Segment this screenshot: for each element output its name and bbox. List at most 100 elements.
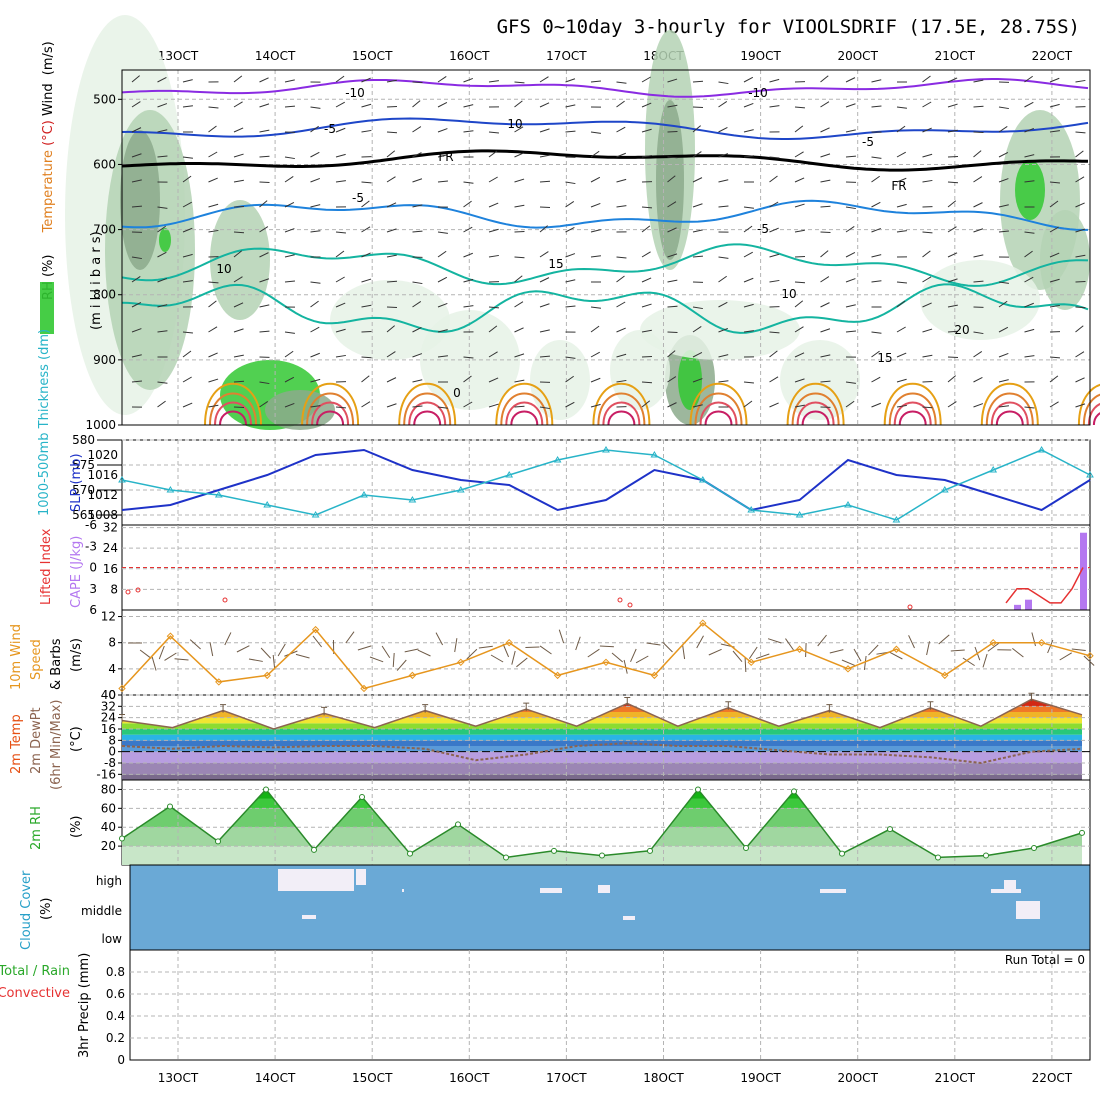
top-date-axis: 13OCT14OCT15OCT16OCT17OCT18OCT19OCT20OCT… — [158, 49, 1073, 63]
wind-barb — [463, 77, 474, 83]
wind-barb — [590, 80, 601, 83]
wind-barb — [514, 327, 524, 333]
clear-sky-area — [1004, 880, 1016, 892]
wind-barb — [284, 79, 295, 83]
bottom-date-label: 18OCT — [643, 1071, 684, 1085]
wind-barb — [896, 230, 907, 233]
wind-barb — [667, 376, 677, 383]
wind-barb — [361, 356, 372, 359]
slp-point — [166, 486, 175, 493]
top-date-label: 15OCT — [352, 49, 393, 63]
rh-point — [1031, 845, 1037, 851]
wind-barb — [947, 103, 958, 108]
axis-tick-label: 800 — [93, 288, 116, 302]
wind-barb — [357, 645, 372, 651]
wind-barb — [922, 127, 932, 133]
rh2m-label: 2m RH — [29, 806, 44, 850]
wind-barb — [973, 350, 983, 358]
precip-unit: 3hr Precip (mm) — [77, 953, 92, 1058]
temperature-contour — [510, 410, 539, 426]
wind-barb — [224, 632, 232, 646]
wind-speed-point — [505, 638, 513, 647]
svg-text:RH (%) Temperature: RH (%) Temperature (°C) Wind (m/s) — [41, 41, 56, 300]
wind-barb — [182, 253, 193, 258]
wind-barb — [361, 278, 372, 283]
axis-tick-label: 40 — [101, 688, 116, 702]
wind-barb — [514, 204, 525, 208]
lifted-index-point — [222, 597, 228, 603]
bottom-date-label: 22OCT — [1032, 1071, 1073, 1085]
wind-barb — [565, 253, 576, 258]
axis-tick-label: 700 — [93, 223, 116, 237]
wind-barb — [1049, 103, 1060, 108]
wind-barb — [769, 156, 780, 159]
contour-label: -10 — [748, 86, 768, 100]
axis-tick-label: 575 — [72, 458, 95, 472]
axis-tick-label: 8 — [108, 636, 116, 650]
wind-barb — [616, 256, 627, 259]
wind-barb — [182, 175, 192, 183]
clear-sky-area — [1016, 901, 1040, 919]
wind-barb — [233, 127, 244, 133]
temperature-contour — [204, 382, 262, 426]
wind-barb — [516, 657, 528, 668]
wind-barb — [233, 354, 244, 358]
wind-barb — [743, 102, 754, 108]
wind-barb — [208, 378, 219, 383]
bottom-date-label: 17OCT — [546, 1071, 587, 1085]
wind-barb — [785, 638, 794, 651]
wind-barb — [361, 103, 372, 108]
wind-barb — [131, 354, 142, 358]
wind-barb — [616, 152, 626, 158]
wind-barb — [820, 276, 830, 283]
temperature-contour — [219, 410, 247, 426]
temperature-contour — [500, 392, 549, 426]
wind-barb — [748, 646, 758, 659]
wind-barb — [973, 150, 982, 158]
precip-tick-label: 0.2 — [106, 1031, 125, 1045]
wind-barb — [412, 178, 423, 183]
wind-barb — [590, 377, 601, 383]
wind-barb — [182, 227, 193, 233]
wind-barb — [539, 102, 550, 108]
contour-label: -5 — [324, 122, 336, 136]
axis-tick-label: 565 — [72, 508, 95, 522]
wind-barb — [616, 205, 627, 208]
wind-barb — [820, 205, 831, 208]
wind-barb — [157, 400, 166, 408]
wind-barb — [335, 354, 346, 358]
wind-barb — [1049, 181, 1060, 184]
wind-barb — [259, 200, 268, 208]
wind-barb — [973, 228, 984, 233]
wind-barb — [335, 127, 346, 133]
wind-barb — [131, 101, 141, 108]
wind-barb — [539, 225, 548, 233]
wind-barb — [208, 326, 218, 333]
wind-barb — [587, 648, 600, 658]
wind-barb — [386, 280, 398, 283]
wind-barb — [845, 330, 856, 333]
cloud-level-label: high — [96, 874, 122, 888]
slp-point — [1086, 471, 1094, 478]
wind-barb — [667, 253, 678, 258]
thickness-slp-panel: 565 570 575 580 1008 1012 1016 1020 — [72, 433, 1094, 526]
axis-tick-label: 4 — [108, 662, 116, 676]
wind-barb — [335, 250, 345, 258]
wind-barb — [794, 151, 804, 158]
wind-barb — [437, 276, 448, 283]
wind-barb — [922, 153, 933, 158]
wind-barb — [998, 178, 1009, 183]
wind-barb — [1049, 130, 1060, 133]
wind-speed-point — [602, 658, 610, 667]
wind-barb — [1075, 306, 1086, 309]
temp2m-label-2: 2m DewPt — [29, 707, 44, 774]
wind-barb — [514, 178, 525, 183]
slp-point — [747, 506, 756, 513]
contour-label: -5 — [757, 222, 769, 236]
wind-barb — [794, 125, 804, 133]
wind-barb — [1075, 202, 1085, 208]
wind-barb — [539, 277, 550, 283]
cape-bar — [1014, 604, 1021, 610]
rh-point — [695, 786, 701, 793]
axis-tick-label: 16 — [101, 722, 116, 736]
